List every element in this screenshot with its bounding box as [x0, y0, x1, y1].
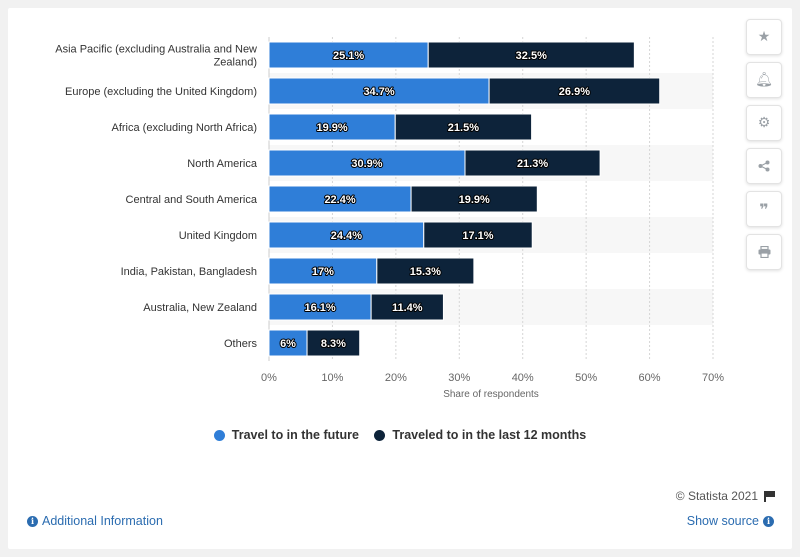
- category-label: North America: [187, 158, 258, 170]
- category-label: Europe (excluding the United Kingdom): [65, 86, 257, 98]
- data-label: 26.9%: [559, 86, 590, 98]
- data-label: 19.9%: [459, 194, 490, 206]
- bar-segment: [410, 185, 538, 213]
- category-label: Asia Pacific (excluding Australia and Ne…: [55, 44, 257, 56]
- legend-marker: [374, 429, 386, 441]
- legend-item-future[interactable]: Travel to in the future: [213, 428, 359, 442]
- data-label: 16.1%: [304, 302, 335, 314]
- star-icon[interactable]: ★: [746, 19, 782, 55]
- category-label: Australia, New Zealand: [143, 302, 257, 314]
- legend-item-last-12-months[interactable]: Traveled to in the last 12 months: [374, 428, 586, 442]
- category-label: Others: [224, 338, 258, 350]
- data-label: 17.1%: [462, 230, 493, 242]
- data-label: 15.3%: [410, 266, 441, 278]
- x-tick-label: 10%: [321, 372, 343, 384]
- bell-icon[interactable]: 🔔︎: [746, 62, 782, 98]
- category-label: Africa (excluding North Africa): [112, 122, 258, 134]
- bar-segment: [268, 329, 308, 357]
- bar-segment: [268, 257, 378, 285]
- x-axis-title: Share of respondents: [443, 389, 539, 400]
- bar-segment: [488, 77, 661, 105]
- bar-segment: [376, 257, 475, 285]
- data-label: 24.4%: [331, 230, 362, 242]
- x-tick-label: 20%: [385, 372, 407, 384]
- category-label: Central and South America: [126, 194, 258, 206]
- bar-segment: [268, 149, 466, 177]
- bar-segment: [370, 293, 444, 321]
- bar-segment: [464, 149, 601, 177]
- flag-icon: [764, 491, 775, 502]
- bar-segment: [268, 41, 429, 69]
- legend-label: Travel to in the future: [231, 428, 359, 442]
- credits[interactable]: © Statista 2021: [675, 489, 775, 503]
- legend-marker: [213, 429, 225, 441]
- info-icon: i: [27, 515, 38, 527]
- additional-information-label: Additional Information: [42, 514, 163, 528]
- bar-segment: [394, 113, 533, 141]
- data-label: 21.5%: [448, 122, 479, 134]
- additional-information-link[interactable]: i Additional Information: [27, 514, 163, 528]
- credits-text: © Statista 2021: [675, 489, 758, 503]
- x-tick-label: 50%: [575, 372, 597, 384]
- bar-chart: 0% 10% 20% 30% 40% 50% 60% 70% Share of responde…: [55, 37, 724, 400]
- bar-segment: [427, 41, 635, 69]
- data-label: 32.5%: [516, 50, 547, 62]
- data-label: 30.9%: [351, 158, 382, 170]
- x-tick-label: 60%: [639, 372, 661, 384]
- quote-icon[interactable]: ❞: [746, 191, 782, 227]
- category-label: India, Pakistan, Bangladesh: [121, 266, 257, 278]
- x-tick-label: 40%: [512, 372, 534, 384]
- print-icon[interactable]: [746, 234, 782, 270]
- x-tick-label: 70%: [702, 372, 724, 384]
- category-label: Zealand): [214, 57, 257, 69]
- data-label: 8.3%: [321, 338, 346, 350]
- side-toolbar: ★ 🔔︎ ⚙ ❞: [746, 19, 782, 277]
- gear-icon[interactable]: ⚙: [746, 105, 782, 141]
- data-label: 11.4%: [392, 302, 423, 314]
- info-icon: i: [763, 515, 774, 527]
- data-label: 25.1%: [333, 50, 364, 62]
- bar-segment: [306, 329, 361, 357]
- data-label: 21.3%: [517, 158, 548, 170]
- data-label: 34.7%: [363, 86, 394, 98]
- legend-label: Traveled to in the last 12 months: [392, 428, 587, 442]
- bar-segment: [268, 77, 490, 105]
- bar-segment: [268, 221, 425, 249]
- show-source-link[interactable]: Show source i: [687, 514, 774, 528]
- share-icon[interactable]: [746, 148, 782, 184]
- x-tick-label: 0%: [261, 372, 277, 384]
- data-label: 6%: [280, 338, 296, 350]
- category-label: United Kingdom: [179, 230, 257, 242]
- x-tick-label: 30%: [448, 372, 470, 384]
- bar-segment: [268, 293, 372, 321]
- data-label: 17%: [312, 266, 334, 278]
- bar-segment: [268, 185, 412, 213]
- show-source-label: Show source: [686, 514, 759, 528]
- legend: Travel to in the future Traveled to in t…: [0, 428, 800, 444]
- bar-segment: [423, 221, 533, 249]
- bar-segment: [268, 113, 396, 141]
- data-label: 19.9%: [317, 122, 348, 134]
- data-label: 22.4%: [324, 194, 355, 206]
